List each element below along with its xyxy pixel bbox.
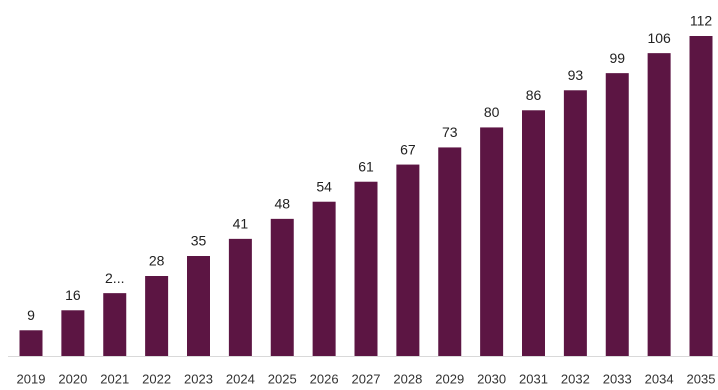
bar — [480, 127, 504, 356]
x-tick-label: 2035 — [687, 371, 716, 386]
bar — [689, 36, 713, 356]
bar — [647, 53, 671, 357]
data-label: 35 — [191, 233, 207, 249]
x-tick-label: 2020 — [58, 371, 87, 386]
data-label: 86 — [526, 87, 542, 103]
bar — [228, 238, 252, 356]
bar — [354, 181, 378, 356]
data-label: 54 — [316, 178, 332, 194]
data-label: 9 — [27, 307, 35, 323]
data-label: 80 — [484, 104, 500, 120]
bar — [145, 276, 169, 356]
x-tick-label: 2034 — [645, 371, 674, 386]
bar — [270, 218, 294, 356]
x-tick-label: 2021 — [100, 371, 129, 386]
bar — [605, 73, 629, 357]
bar — [438, 147, 462, 356]
data-label: 2... — [105, 270, 124, 286]
x-tick-label: 2025 — [268, 371, 297, 386]
x-tick-label: 2031 — [519, 371, 548, 386]
x-tick-label: 2028 — [393, 371, 422, 386]
bar — [396, 164, 420, 356]
x-tick-label: 2033 — [603, 371, 632, 386]
x-tick-label: 2029 — [435, 371, 464, 386]
data-label: 41 — [233, 216, 249, 232]
x-tick-label: 2030 — [477, 371, 506, 386]
data-label: 16 — [65, 287, 81, 303]
bar — [522, 110, 545, 357]
data-label: 61 — [358, 158, 374, 174]
x-tick-label: 2026 — [310, 371, 339, 386]
data-label: 28 — [149, 253, 165, 269]
data-label: 67 — [400, 141, 416, 157]
data-label: 106 — [647, 30, 671, 46]
data-label: 99 — [609, 50, 625, 66]
x-tick-label: 2019 — [17, 371, 46, 386]
data-label: 73 — [442, 124, 458, 140]
x-tick-label: 2032 — [561, 371, 590, 386]
x-tick-label: 2022 — [142, 371, 171, 386]
bar — [61, 310, 85, 356]
x-tick-label: 2027 — [352, 371, 381, 386]
bar — [563, 90, 587, 357]
x-tick-label: 2024 — [226, 371, 255, 386]
data-label: 48 — [274, 196, 290, 212]
bar — [19, 330, 43, 356]
x-tick-label: 2023 — [184, 371, 213, 386]
data-label: 112 — [690, 13, 713, 29]
bar — [312, 201, 336, 356]
bar — [103, 293, 127, 356]
data-label: 93 — [568, 67, 584, 83]
bar — [187, 256, 210, 356]
